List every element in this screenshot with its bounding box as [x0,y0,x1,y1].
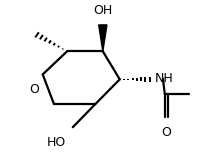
Text: NH: NH [154,72,173,85]
Text: O: O [29,83,39,96]
Polygon shape [99,25,107,51]
Text: O: O [161,126,171,139]
Text: OH: OH [93,4,112,17]
Text: HO: HO [47,136,66,149]
